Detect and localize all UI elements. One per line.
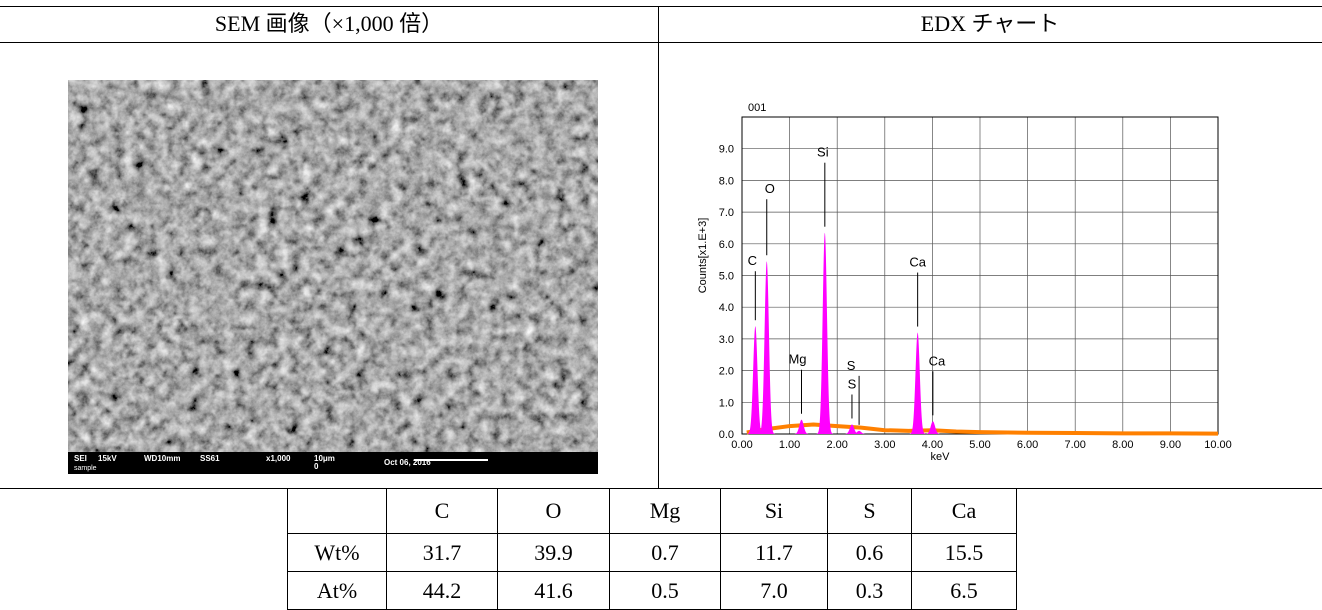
y-tick-label: 0.0 [719,429,734,441]
peak-label: S [848,376,857,391]
x-tick-label: 7.00 [1064,439,1085,451]
y-tick-label: 8.0 [719,175,734,187]
peak [909,332,927,434]
divider [658,6,659,488]
table-cell: O [497,488,610,534]
x-tick-label: 5.00 [969,439,990,451]
table-row: C O Mg Si S Ca [287,488,1017,534]
sem-caption: sample [74,465,97,472]
y-tick-label: 9.0 [719,144,734,156]
background-spectrum [746,422,1219,436]
table-row: At% 44.2 41.6 0.5 7.0 0.3 6.5 [287,571,1017,610]
table-cell: 0.5 [609,571,721,610]
x-tick-label: 2.00 [826,439,847,451]
y-tick-label: 7.0 [719,207,734,219]
table-cell: At% [287,571,387,610]
sem-texture [68,80,598,452]
x-tick-label: 4.00 [922,439,943,451]
header-left: SEM 画像（×1,000 倍） [214,11,444,36]
x-tick-label: 8.00 [1112,439,1133,451]
sem-info: x1,000 [266,454,291,463]
table-cell: 0.6 [827,533,912,572]
table-cell: 6.5 [911,571,1017,610]
table-cell: S [827,488,912,534]
x-tick-label: 6.00 [1017,439,1038,451]
sem-info: 0 [314,462,319,471]
sem-info-bar [68,452,598,474]
x-tick-label: 10.00 [1204,439,1232,451]
table-cell: 41.6 [497,571,610,610]
sem-info: 15kV [98,454,117,463]
y-tick-label: 6.0 [719,239,734,251]
y-tick-label: 1.0 [719,397,734,409]
rule [0,42,1322,43]
peak [816,232,834,434]
table-cell: Si [720,488,828,534]
table-cell: 31.7 [386,533,498,572]
y-tick-label: 2.0 [719,366,734,378]
table-cell: Wt% [287,533,387,572]
sem-info: SEI [74,454,87,463]
x-tick-label: 3.00 [874,439,895,451]
peak [792,419,811,434]
x-tick-label: 9.00 [1160,439,1181,451]
peak [746,326,764,434]
edx-chart: 001 0.0 1.0 2.0 3.0 4.0 5.0 6.0 7.0 8.0 9.0 0.00 1.0… [697,102,1232,463]
sem-info: SS61 [200,454,220,463]
table-cell [287,488,387,534]
table-cell: Ca [911,488,1017,534]
peak [758,261,776,434]
table-cell: 44.2 [386,571,498,610]
peak-label: Ca [929,353,946,368]
table-cell: C [386,488,498,534]
x-tick-label: 0.00 [731,439,752,451]
table-cell: 0.7 [609,533,721,572]
rule [0,6,1322,7]
table-cell: 39.9 [497,533,610,572]
peak [843,424,861,434]
peak-label: C [748,253,757,268]
y-tick-label: 3.0 [719,334,734,346]
peak-label: S [847,358,856,373]
x-tick-label: 1.00 [779,439,800,451]
peak-label: Mg [788,352,806,367]
table-cell: 11.7 [720,533,828,572]
peak [850,430,868,434]
result-table: C O Mg Si S Ca Wt% 31.7 39.9 0.7 11.7 0.6 15.5 At% 44.… [287,488,1017,610]
peak-label: Ca [909,255,926,270]
x-axis-label: keV [931,451,951,463]
table-row: Wt% 31.7 39.9 0.7 11.7 0.6 15.5 [287,533,1017,572]
table-cell: 0.3 [827,571,912,610]
sem-info: Oct 06, 2016 [384,458,431,467]
y-axis-label: Counts[x1.E+3] [697,218,709,294]
peak-label: O [765,181,775,196]
table-cell: Mg [609,488,721,534]
header-right: EDX チャート [920,11,1060,36]
peak [924,421,942,434]
table-cell: 15.5 [911,533,1017,572]
chart-title: 001 [748,102,766,114]
y-tick-label: 4.0 [719,302,734,314]
sem-info: WD10mm [144,454,180,463]
sem-info: 10μm [314,454,335,463]
peak-label: Si [817,145,829,160]
table-cell: 7.0 [720,571,828,610]
y-tick-label: 5.0 [719,271,734,283]
